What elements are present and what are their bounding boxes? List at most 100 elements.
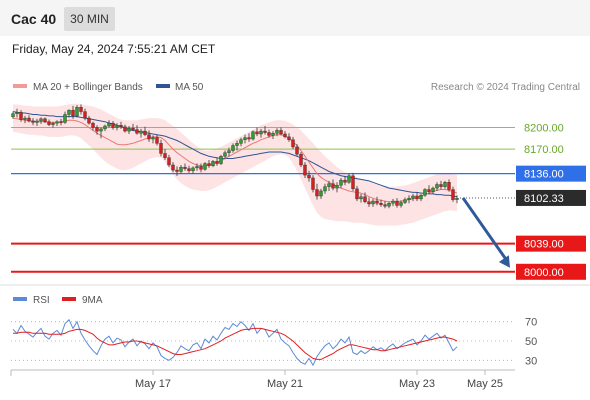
timeframe-label: 30 MIN bbox=[70, 12, 109, 26]
candle-body bbox=[215, 161, 219, 164]
candle-body bbox=[295, 146, 299, 155]
legend-swatch-ma20 bbox=[13, 84, 27, 88]
candle-body bbox=[447, 182, 451, 190]
candle-body bbox=[455, 197, 459, 200]
rsi-level-label-70: 70 bbox=[525, 317, 537, 329]
candle-body bbox=[451, 189, 455, 200]
candle-body bbox=[31, 120, 35, 123]
candle-body bbox=[55, 121, 59, 124]
projection-arrow-shaft bbox=[461, 197, 509, 262]
candle-body bbox=[115, 125, 119, 128]
price-legend: MA 20 + Bollinger Bands MA 50 bbox=[13, 82, 204, 93]
candle-body bbox=[91, 122, 95, 128]
candle-body bbox=[27, 117, 31, 122]
candle-body bbox=[307, 174, 311, 179]
level-label-8136-00: 8136.00 bbox=[524, 169, 564, 181]
candle-body bbox=[255, 131, 259, 135]
candle-body bbox=[123, 126, 127, 132]
level-label-8000-00: 8000.00 bbox=[524, 267, 564, 279]
candle-body bbox=[239, 139, 243, 144]
x-axis: May 17 May 21 May 23 May 25 bbox=[135, 370, 503, 390]
candle-body bbox=[127, 127, 131, 132]
level-label-8170-00: 8170.00 bbox=[524, 144, 564, 156]
candle-body bbox=[43, 118, 47, 122]
candle-body bbox=[343, 179, 347, 183]
candle-body bbox=[99, 128, 103, 132]
candle-body bbox=[103, 125, 107, 130]
candle-body bbox=[399, 202, 403, 206]
candle-body bbox=[207, 163, 211, 166]
candle-body bbox=[311, 177, 315, 190]
candle-body bbox=[59, 121, 63, 123]
candle-body bbox=[251, 131, 255, 140]
candle-body bbox=[319, 190, 323, 197]
candle-body bbox=[439, 184, 443, 187]
last-price-box bbox=[516, 189, 586, 206]
candle-body bbox=[195, 166, 199, 169]
candle-body bbox=[151, 137, 155, 140]
last-price-label: 8102.33 bbox=[524, 193, 564, 205]
candle-body bbox=[203, 163, 207, 170]
candle-body bbox=[111, 122, 115, 128]
candle-body bbox=[179, 166, 183, 172]
candle-body bbox=[147, 134, 151, 140]
legend-label-9ma: 9MA bbox=[82, 295, 103, 306]
candle-body bbox=[135, 129, 139, 134]
candle-body bbox=[175, 169, 179, 172]
instrument-title: Cac 40 bbox=[11, 11, 56, 27]
candle-body bbox=[47, 121, 51, 125]
candle-body bbox=[155, 137, 159, 144]
timestamp-label: Friday, May 24, 2024 7:55:21 AM CET bbox=[12, 42, 216, 56]
candle-body bbox=[339, 179, 343, 186]
timeframe-badge[interactable] bbox=[64, 7, 115, 31]
candle-body bbox=[107, 122, 111, 127]
candle-body bbox=[287, 136, 291, 140]
candle-body bbox=[35, 120, 39, 123]
candle-body bbox=[71, 109, 75, 117]
x-tick-label-may-25: May 25 bbox=[467, 378, 503, 390]
candle-body bbox=[143, 130, 147, 135]
rsi-level-label-30: 30 bbox=[525, 355, 537, 367]
legend-swatch-rsi bbox=[13, 297, 27, 301]
candle-body bbox=[131, 127, 135, 130]
candle-body bbox=[235, 143, 239, 146]
candle-body bbox=[367, 201, 371, 205]
candle-body bbox=[335, 184, 339, 189]
candle-body bbox=[231, 145, 235, 151]
candle-body bbox=[403, 199, 407, 203]
candle-body bbox=[303, 164, 307, 176]
candle-body bbox=[23, 117, 27, 120]
x-tick-label-may-21: May 21 bbox=[267, 378, 303, 390]
x-tick-label-may-23: May 23 bbox=[399, 378, 435, 390]
candle-body bbox=[187, 168, 191, 171]
candle-body bbox=[419, 195, 423, 200]
candle-body bbox=[219, 156, 223, 164]
candle-body bbox=[183, 166, 187, 169]
ma50-line bbox=[12, 111, 458, 198]
candle-body bbox=[227, 150, 231, 153]
candle-body bbox=[375, 200, 379, 204]
candle-body bbox=[211, 161, 215, 166]
candle-body bbox=[291, 139, 295, 148]
legend-label-ma50: MA 50 bbox=[175, 82, 204, 93]
candle-body bbox=[443, 182, 447, 187]
candle-body bbox=[279, 130, 283, 135]
candle-body bbox=[371, 200, 375, 205]
candle-body bbox=[247, 137, 251, 140]
credit-text: Research © 2024 Trading Central bbox=[431, 82, 580, 93]
rsi-level-label-50: 50 bbox=[525, 336, 537, 348]
candle-body bbox=[11, 113, 15, 117]
rsi-ma-line bbox=[13, 327, 458, 360]
candle-body bbox=[407, 197, 411, 200]
legend-label-rsi: RSI bbox=[33, 295, 50, 306]
candle-body bbox=[263, 130, 267, 133]
rsi-legend: RSI 9MA bbox=[13, 295, 103, 306]
candle-body bbox=[363, 196, 367, 202]
legend-swatch-ma50 bbox=[156, 84, 170, 88]
candle-body bbox=[355, 188, 359, 200]
candle-body bbox=[323, 186, 327, 192]
candle-body bbox=[359, 196, 363, 200]
candle-body bbox=[271, 133, 275, 136]
projection-arrow-head bbox=[498, 255, 510, 268]
